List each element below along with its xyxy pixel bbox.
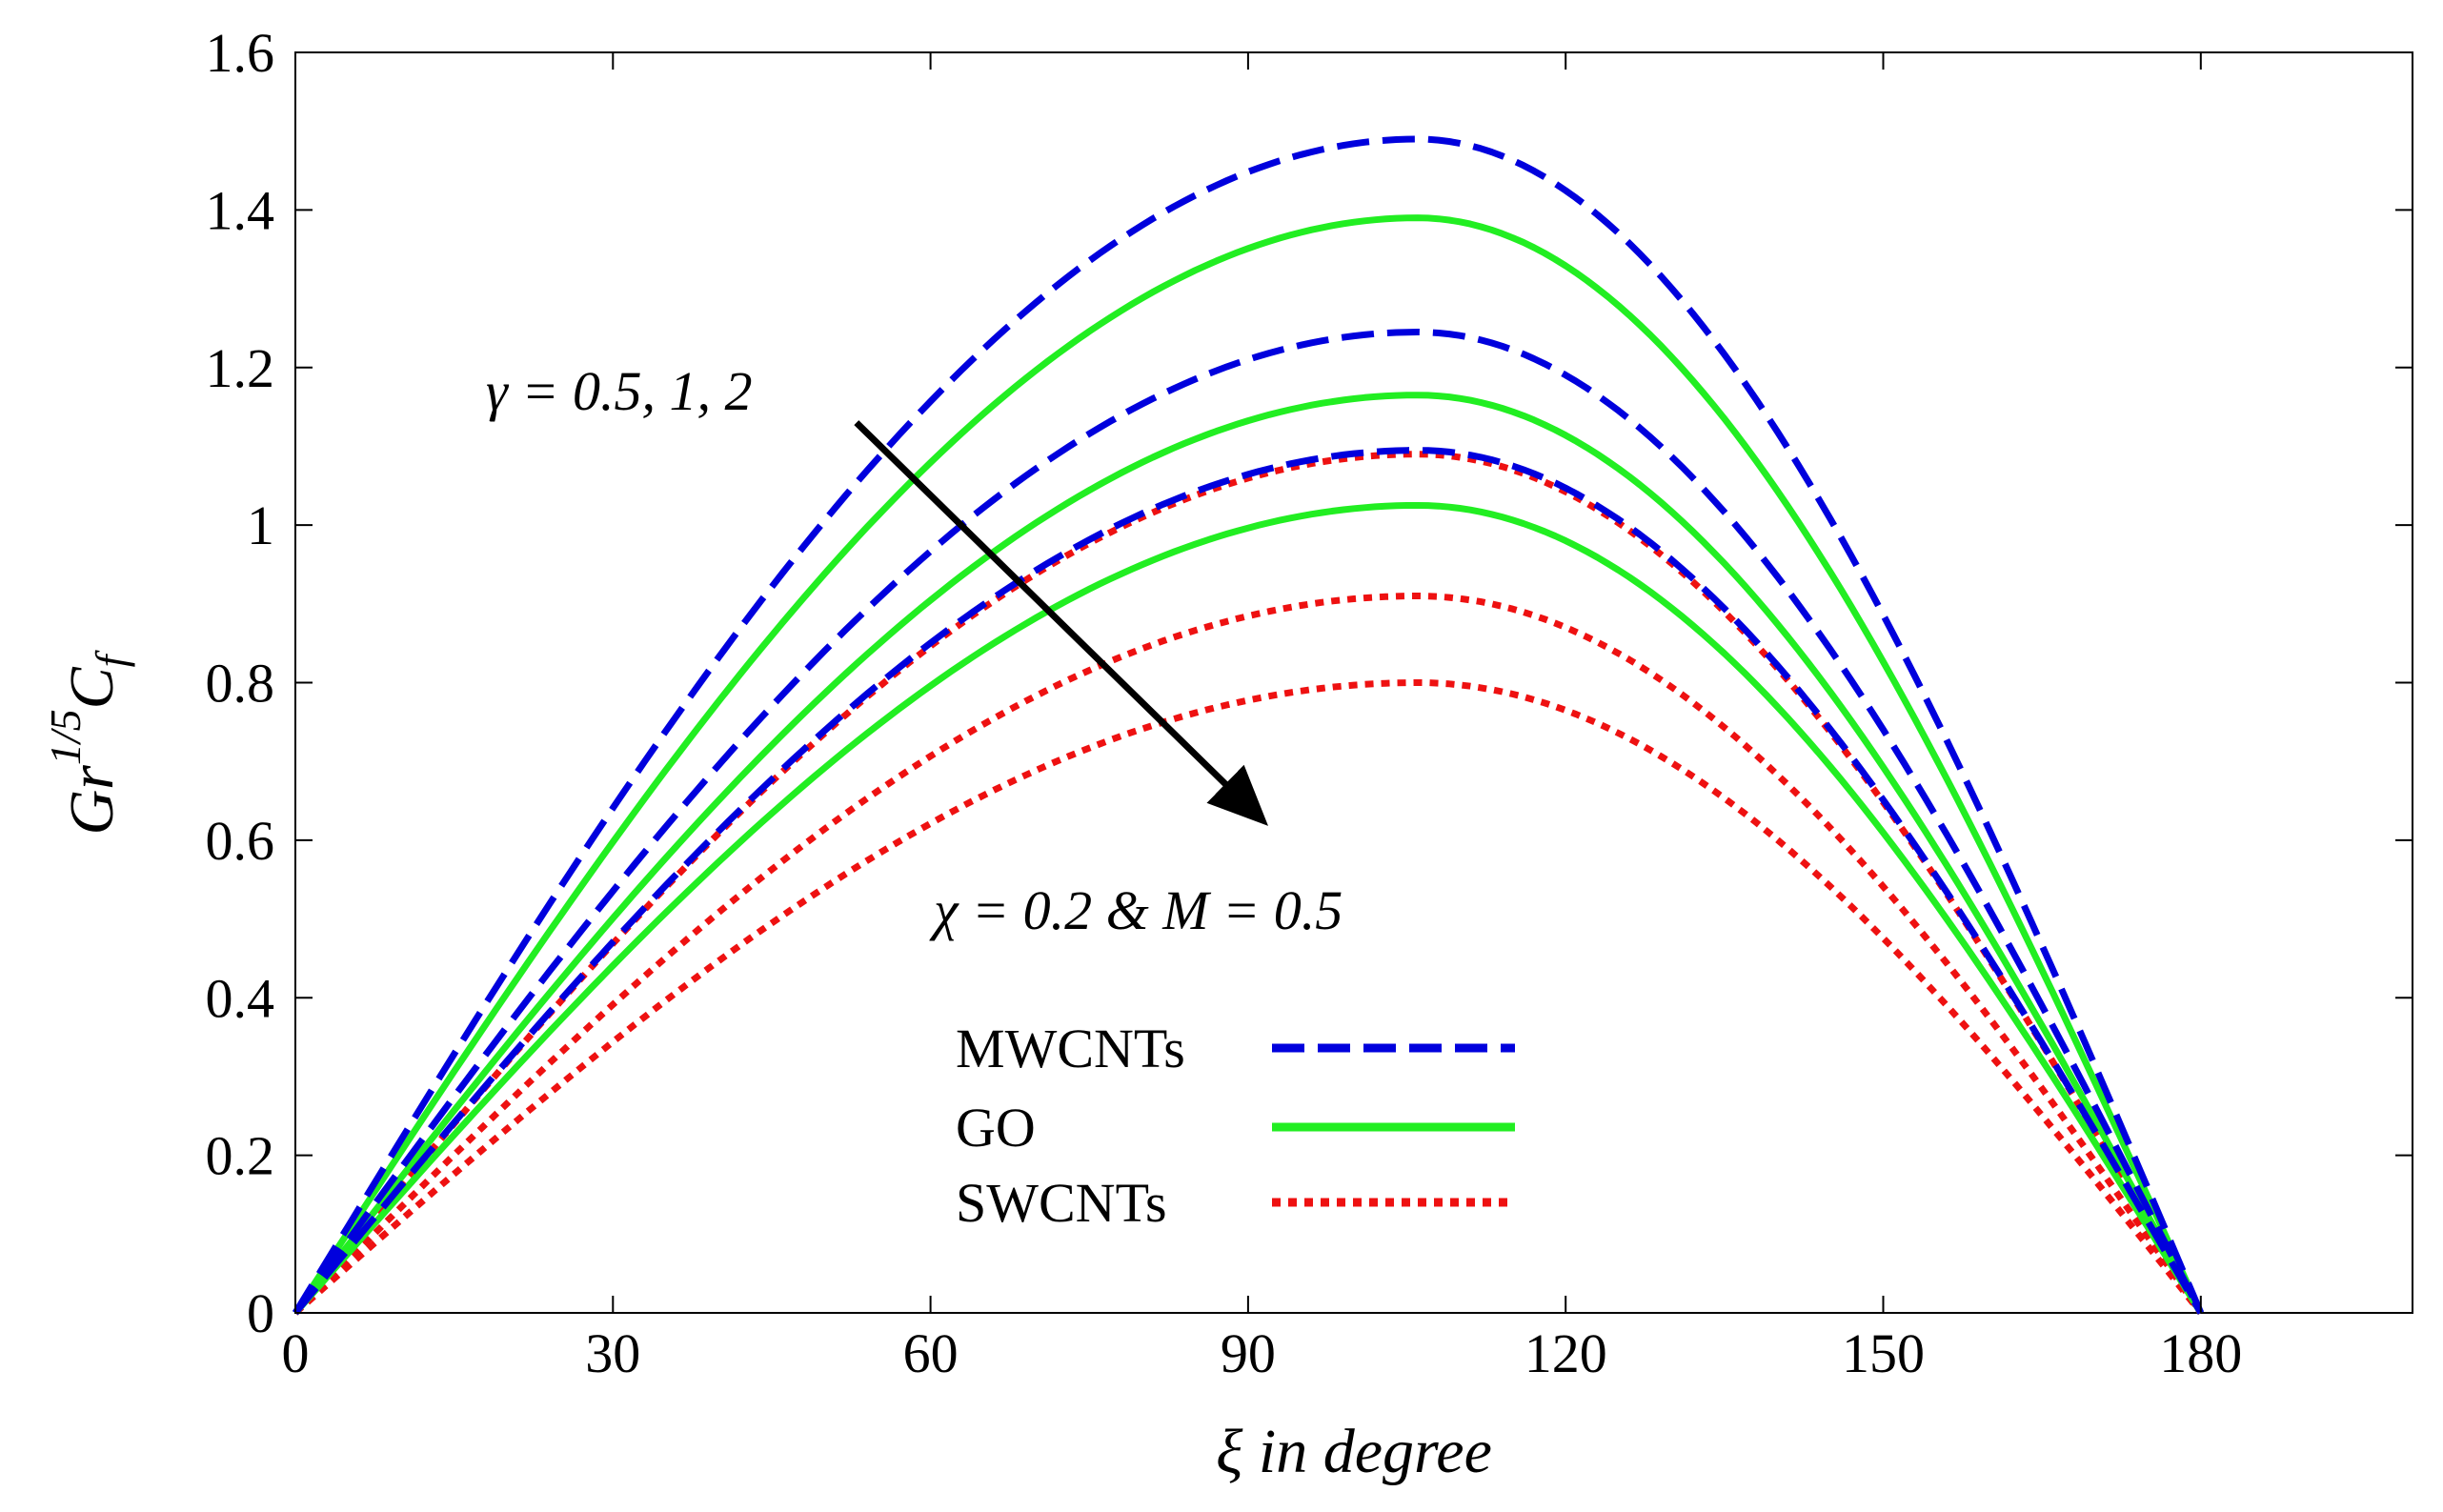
- series-line-swcnts-gamma-1: [293, 593, 2204, 1316]
- series-line-mwcnts-gamma-0-5: [293, 135, 2205, 1315]
- y-axis-title-symbol: C: [57, 666, 127, 709]
- x-tick-label: 60: [903, 1322, 959, 1384]
- y-axis-title-subscript: f: [87, 649, 135, 667]
- legend-label-mwcnts: MWCNTs: [956, 1018, 1185, 1079]
- legend-label-go: GO: [956, 1097, 1036, 1159]
- x-tick-label: 150: [1842, 1322, 1925, 1384]
- y-tick-label: 0.4: [206, 967, 275, 1029]
- y-tick-label: 0.2: [206, 1125, 275, 1187]
- x-axis-title: ξ in degree: [1216, 1417, 1492, 1486]
- x-tick-label: 90: [1221, 1322, 1276, 1384]
- series-line-mwcnts-gamma-2: [293, 447, 2204, 1316]
- y-tick-label: 0.8: [206, 653, 275, 715]
- y-axis-ticks: 0 0.2 0.4 0.6 0.8 1 1.2 1.4 1.6: [206, 22, 2413, 1344]
- curves: [293, 135, 2205, 1316]
- y-tick-label: 1: [247, 494, 274, 556]
- gamma-annotation: γ = 0.5, 1, 2: [486, 360, 753, 422]
- x-tick-label: 0: [282, 1322, 310, 1384]
- parameters-annotation: χ = 0.2 & M = 0.5: [929, 879, 1343, 941]
- y-tick-label: 1.2: [206, 337, 275, 399]
- y-tick-label: 0.6: [206, 810, 275, 872]
- x-tick-label: 120: [1524, 1322, 1607, 1384]
- series-line-go-gamma-0-5: [293, 214, 2204, 1315]
- legend-label-swcnts: SWCNTs: [956, 1172, 1167, 1234]
- y-axis-title: Gr1/5Cf: [41, 649, 135, 835]
- x-axis-ticks: 0 30 60 90 120 150 180: [282, 52, 2242, 1384]
- y-axis-title-base: Gr: [57, 765, 127, 836]
- y-tick-label: 0: [247, 1282, 274, 1344]
- y-axis-title-exponent: 1/5: [41, 709, 90, 765]
- y-tick-label: 1.6: [206, 22, 275, 84]
- series-line-go-gamma-2: [293, 502, 2204, 1316]
- x-tick-label: 30: [585, 1322, 640, 1384]
- x-tick-label: 180: [2159, 1322, 2242, 1384]
- series-line-mwcnts-gamma-1: [293, 329, 2204, 1316]
- trend-arrow: [854, 420, 1269, 826]
- series-line-go-gamma-1: [293, 392, 2204, 1316]
- y-tick-label: 1.4: [206, 179, 275, 241]
- legend: MWCNTs GO SWCNTs: [956, 1018, 1515, 1234]
